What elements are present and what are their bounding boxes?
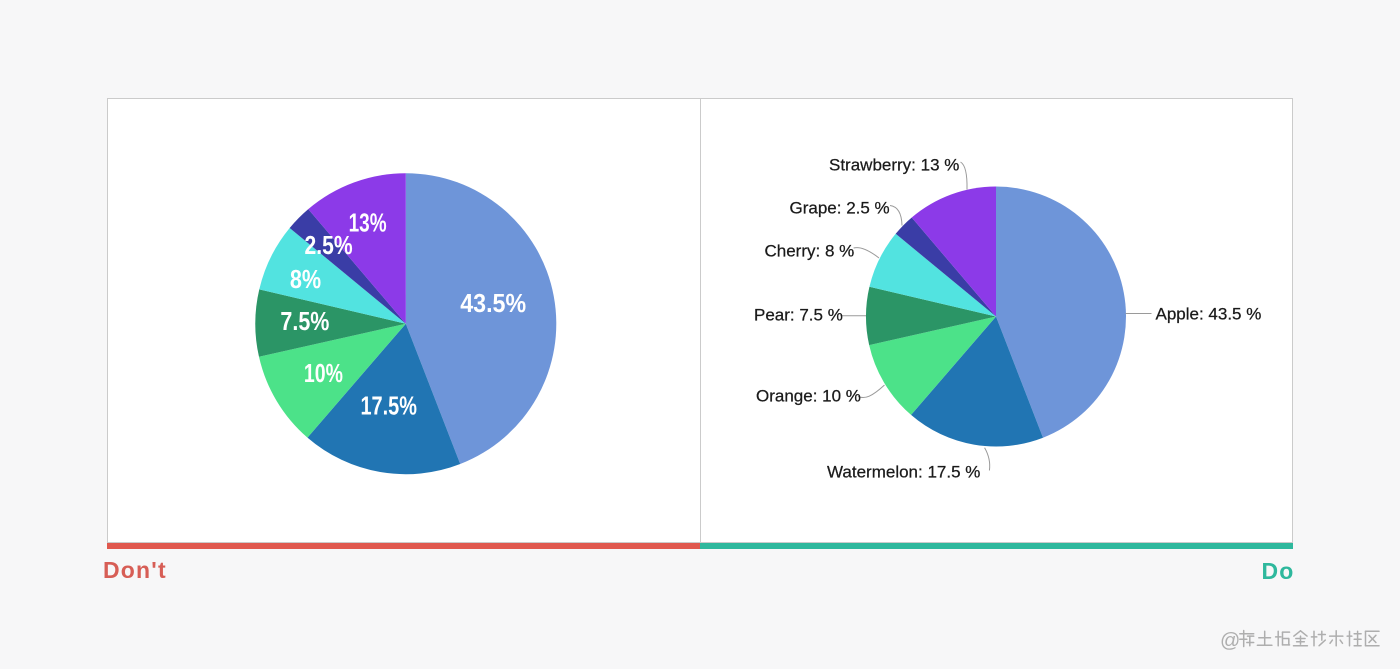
svg-text:7.5%: 7.5% [280,306,329,336]
svg-text:17.5%: 17.5% [360,391,417,421]
svg-text:2.5%: 2.5% [305,230,353,260]
svg-text:@: @ [1220,630,1240,652]
svg-text:10%: 10% [304,358,343,388]
svg-text:8%: 8% [290,264,321,294]
svg-text:43.5%: 43.5% [460,288,526,318]
svg-text:13%: 13% [349,208,387,238]
